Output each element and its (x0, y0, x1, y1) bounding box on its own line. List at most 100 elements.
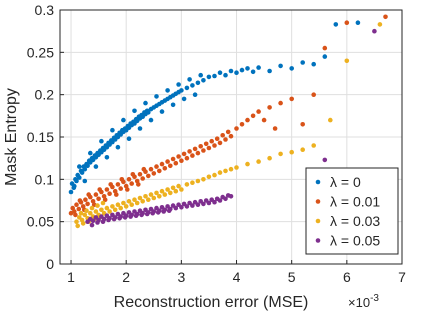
data-point-series-2 (217, 170, 223, 175)
data-point-series-0 (121, 117, 126, 123)
data-point-series-3 (166, 208, 172, 213)
data-point-series-3 (111, 216, 117, 222)
data-point-series-3 (179, 205, 184, 210)
data-point-series-2 (137, 195, 143, 201)
data-point-series-1 (165, 159, 170, 164)
data-point-series-0 (245, 66, 250, 71)
data-point-series-0 (77, 164, 82, 169)
data-point-series-2 (148, 192, 154, 197)
data-point-series-1 (184, 155, 190, 161)
legend-entry: λ = 0.01 (330, 194, 380, 210)
data-point-series-1 (217, 140, 223, 146)
data-point-series-0 (85, 163, 90, 169)
data-point-series-2 (82, 212, 88, 218)
y-tick-label: 0.3 (35, 2, 55, 18)
data-point-series-1 (170, 156, 176, 162)
data-point-series-1 (239, 122, 245, 127)
data-point-series-0 (239, 67, 245, 73)
data-point-series-2 (159, 188, 165, 194)
data-point-series-1 (190, 153, 195, 158)
data-point-series-0 (228, 68, 234, 74)
data-point-series-0 (82, 178, 88, 184)
data-point-series-0 (192, 92, 198, 97)
y-tick-label: 0.25 (27, 44, 54, 60)
x-tick-label: 6 (343, 269, 351, 285)
legend-marker (315, 179, 321, 185)
data-point-series-3 (133, 213, 139, 218)
data-point-series-0 (115, 144, 121, 150)
data-point-series-1 (220, 133, 225, 138)
data-point-series-1 (201, 148, 206, 153)
data-point-series-1 (118, 186, 123, 191)
legend-marker (315, 218, 321, 224)
data-point-series-0 (154, 94, 159, 99)
data-point-series-1 (214, 136, 220, 141)
data-point-series-1 (125, 187, 130, 192)
x-tick-label: 3 (177, 269, 185, 285)
data-point-series-2 (126, 199, 132, 204)
data-point-series-0 (201, 78, 206, 83)
data-point-series-3 (122, 215, 128, 220)
data-point-series-0 (223, 72, 228, 78)
data-point-series-0 (110, 127, 115, 133)
data-point-series-0 (165, 88, 170, 93)
data-point-series-1 (176, 154, 181, 159)
data-point-series-1 (74, 202, 79, 207)
data-point-series-3 (95, 220, 100, 225)
data-point-series-3 (217, 198, 223, 203)
data-point-series-3 (128, 214, 133, 219)
data-point-series-1 (107, 191, 112, 196)
data-point-series-1 (86, 192, 91, 197)
data-point-series-1 (261, 117, 267, 123)
data-point-series-2 (89, 205, 95, 211)
data-point-series-2 (176, 183, 181, 189)
data-point-series-3 (139, 212, 144, 218)
legend-marker (315, 199, 321, 204)
data-point-series-0 (146, 110, 151, 115)
data-point-series-1 (195, 150, 201, 156)
data-point-series-2 (146, 197, 151, 202)
data-point-series-0 (355, 20, 361, 26)
legend-entry: λ = 0.03 (330, 213, 380, 229)
data-point-series-1 (126, 177, 132, 182)
data-point-series-1 (146, 173, 151, 179)
data-point-series-0 (311, 61, 317, 67)
data-point-series-1 (212, 143, 217, 148)
data-point-series-2 (168, 190, 173, 196)
data-point-series-1 (383, 14, 388, 20)
data-point-series-1 (73, 212, 78, 218)
data-point-series-1 (206, 145, 212, 151)
data-point-series-0 (190, 83, 195, 88)
data-point-series-2 (95, 203, 100, 208)
x-axis-exponent-base: ×10 (348, 295, 370, 310)
data-point-series-2 (93, 209, 99, 214)
data-point-series-0 (278, 63, 283, 69)
y-axis-label: Mask Entropy (3, 88, 20, 186)
data-point-series-1 (344, 20, 350, 26)
data-point-series-1 (203, 141, 209, 147)
data-point-series-1 (93, 192, 99, 197)
data-point-series-2 (245, 161, 250, 167)
data-point-series-2 (184, 182, 190, 187)
data-point-series-1 (154, 164, 159, 169)
data-point-series-2 (179, 187, 184, 192)
data-point-series-0 (333, 22, 339, 27)
data-point-series-2 (157, 194, 162, 199)
data-point-series-1 (173, 160, 179, 166)
data-point-series-1 (114, 192, 119, 197)
data-point-series-2 (344, 58, 350, 64)
data-point-series-3 (184, 204, 190, 209)
data-point-series-1 (115, 182, 121, 187)
data-point-series-0 (212, 73, 217, 79)
data-point-series-0 (289, 66, 295, 71)
data-point-series-1 (104, 187, 110, 192)
data-point-series-3 (372, 28, 377, 34)
y-tick-label: 0.2 (35, 87, 55, 103)
data-point-series-1 (157, 168, 162, 174)
data-point-series-1 (108, 182, 113, 187)
y-tick-label: 0.05 (27, 214, 54, 230)
data-point-series-0 (104, 155, 110, 160)
legend: λ = 0 λ = 0.01 λ = 0.03 λ = 0.05 (305, 167, 399, 255)
data-point-series-2 (162, 192, 168, 197)
